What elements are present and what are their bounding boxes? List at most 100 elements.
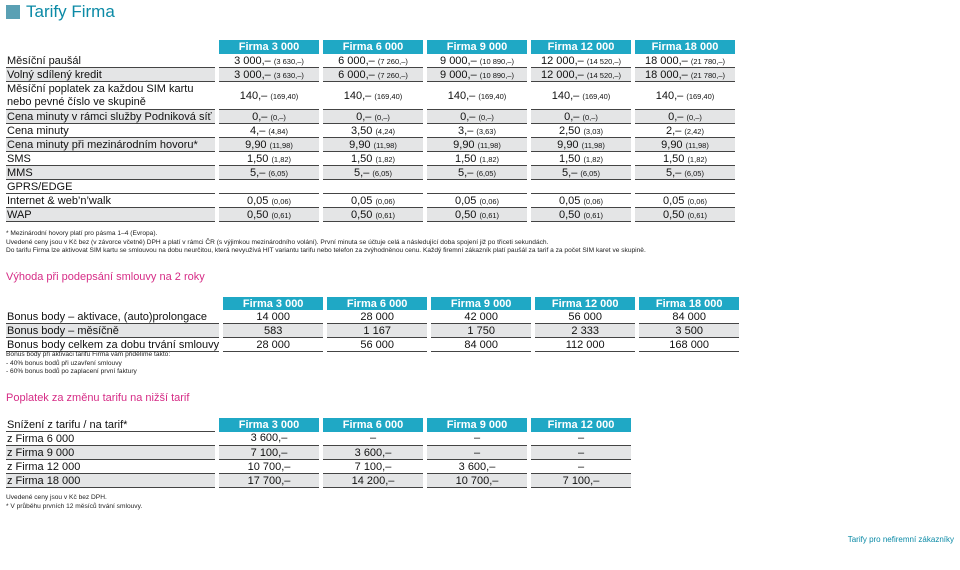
row-label: GPRS/EDGE xyxy=(6,179,215,194)
price-value: 140,– xyxy=(343,89,372,102)
price-value: 140,– xyxy=(655,89,684,102)
fee-cell: 3 600,– xyxy=(427,459,527,474)
header-corner xyxy=(6,40,215,54)
row-label: Měsíční paušál xyxy=(6,54,215,68)
price-value: 140,– xyxy=(551,89,580,102)
bonus-cell: 583 xyxy=(223,323,324,338)
price-with-vat: (14 520,–) xyxy=(586,56,622,66)
price-value: 9 000,– xyxy=(440,68,477,81)
price-cell: 0,– (0,–) xyxy=(531,109,631,124)
note-line: Uvedené ceny jsou v Kč bez DPH. xyxy=(6,494,107,501)
price-value: 1,50 xyxy=(246,152,269,165)
price-value: 3,– xyxy=(458,124,474,137)
price-value: 0,– xyxy=(356,110,372,123)
bonus-cell: 1 750 xyxy=(431,323,532,338)
price-value: 5,– xyxy=(666,166,682,179)
section-title-contract: Výhoda při podepsání smlouvy na 2 roky xyxy=(6,271,205,283)
bonus-cell: 2 333 xyxy=(535,323,636,338)
bonus-cell: 56 000 xyxy=(327,337,428,352)
table-row: MMS 5,– (6,05) 5,– (6,05) 5,– (6,05) 5,– (6,… xyxy=(6,165,735,180)
price-with-vat: (10 890,–) xyxy=(479,70,514,80)
tariff-notes: * Mezinárodní hovory platí pro pásma 1–4… xyxy=(6,230,646,256)
price-cell: 1,50 (1,82) xyxy=(531,151,631,166)
price-with-vat: (0,61) xyxy=(479,210,500,220)
table-row: Volný sdílený kredit 3 000,– (3 630,–) 6 0… xyxy=(6,67,735,82)
price-value: 140,– xyxy=(239,89,268,102)
price-cell: 0,– (0,–) xyxy=(635,109,735,124)
bonus-cell: 42 000 xyxy=(431,310,532,324)
price-cell: 0,– (0,–) xyxy=(323,109,423,124)
price-value: 9,90 xyxy=(557,138,579,151)
price-with-vat: (0,61) xyxy=(687,210,708,220)
price-cell xyxy=(531,179,631,194)
fee-cell: – xyxy=(427,431,527,446)
header-tariff: Firma 3 000 xyxy=(223,297,324,310)
price-cell: 9,90 (11,98) xyxy=(635,137,735,152)
price-with-vat: (11,98) xyxy=(477,140,501,150)
price-cell: 9,90 (11,98) xyxy=(219,137,319,152)
price-value: 0,– xyxy=(564,110,580,123)
price-with-vat: (0,06) xyxy=(583,196,604,206)
price-with-vat: (6,05) xyxy=(372,168,392,178)
header-row: Snížení z tarifu / na tarif* Firma 3 000 F… xyxy=(6,418,631,432)
price-cell: 0,– (0,–) xyxy=(219,109,319,124)
price-cell: 140,– (169,40) xyxy=(427,81,527,110)
fee-cell: 17 700,– xyxy=(219,473,319,488)
fee-cell: 3 600,– xyxy=(219,431,319,446)
header-tariff: Firma 18 000 xyxy=(639,297,740,310)
price-value: 0,05 xyxy=(350,194,373,207)
row-label: z Firma 18 000 xyxy=(6,473,215,488)
price-with-vat: (6,05) xyxy=(476,168,496,178)
price-value: 1,50 xyxy=(662,152,685,165)
price-with-vat: (7 260,–) xyxy=(377,56,408,66)
price-value: 9 000,– xyxy=(440,54,477,67)
price-with-vat: (3 630,–) xyxy=(273,70,304,80)
price-value: 18 000,– xyxy=(644,68,688,81)
price-cell: 0,50 (0,61) xyxy=(427,207,527,222)
price-with-vat: (169,40) xyxy=(686,91,715,101)
footer-link[interactable]: Tarify pro nefiremní zákazníky xyxy=(847,535,954,544)
price-cell: 140,– (169,40) xyxy=(635,81,735,110)
note-line: Bonus body při aktivaci tarifu Firma vám… xyxy=(6,351,171,358)
note-line: - 40% bonus bodů při uzavření smlouvy xyxy=(6,359,122,367)
price-cell xyxy=(323,179,423,194)
row-label: z Firma 12 000 xyxy=(6,459,215,474)
price-value: 1,50 xyxy=(350,152,373,165)
row-label: WAP xyxy=(6,207,215,222)
price-cell xyxy=(219,179,319,194)
header-tariff: Firma 12 000 xyxy=(535,297,636,310)
header-tariff: Firma 12 000 xyxy=(531,40,631,54)
table-row: Cena minuty při mezinárodním hovoru* 9,90… xyxy=(6,137,735,152)
header-tariff: Firma 3 000 xyxy=(219,40,319,54)
price-cell: 1,50 (1,82) xyxy=(219,151,319,166)
price-cell: 6 000,– (7 260,–) xyxy=(323,67,423,82)
price-with-vat: (3,03) xyxy=(583,126,604,136)
fee-cell: 10 700,– xyxy=(219,459,319,474)
price-with-vat: (169,40) xyxy=(478,91,507,101)
price-cell: 0,05 (0,06) xyxy=(531,193,631,208)
price-with-vat: (0,–) xyxy=(270,112,286,122)
price-value: 12 000,– xyxy=(540,54,584,67)
price-with-vat: (0,06) xyxy=(375,196,396,206)
price-with-vat: (3,63) xyxy=(476,126,496,136)
price-with-vat: (1,82) xyxy=(583,154,604,164)
table-row: Bonus body – aktivace, (auto)prolongace 1… xyxy=(6,310,740,324)
price-value: 12 000,– xyxy=(540,68,584,81)
price-cell: 3,50 (4,24) xyxy=(323,123,423,138)
price-value: 0,– xyxy=(460,110,476,123)
header-tariff: Firma 12 000 xyxy=(531,418,631,432)
price-with-vat: (3 630,–) xyxy=(273,56,304,66)
table-row: z Firma 12 000 10 700,– 7 100,– 3 600,– – xyxy=(6,459,631,474)
price-with-vat: (169,40) xyxy=(374,91,403,101)
fee-cell: – xyxy=(531,459,631,474)
price-cell: 0,50 (0,61) xyxy=(219,207,319,222)
price-value: 9,90 xyxy=(661,138,683,151)
price-cell: 0,50 (0,61) xyxy=(635,207,735,222)
table-row: Internet & web’n’walk 0,05 (0,06) 0,05 (0,… xyxy=(6,193,735,208)
price-with-vat: (0,06) xyxy=(687,196,708,206)
price-cell xyxy=(635,179,735,194)
row-label: Bonus body – aktivace, (auto)prolongace xyxy=(6,310,220,324)
row-label: Volný sdílený kredit xyxy=(6,67,215,82)
price-with-vat: (6,05) xyxy=(580,168,600,178)
price-cell: 1,50 (1,82) xyxy=(323,151,423,166)
